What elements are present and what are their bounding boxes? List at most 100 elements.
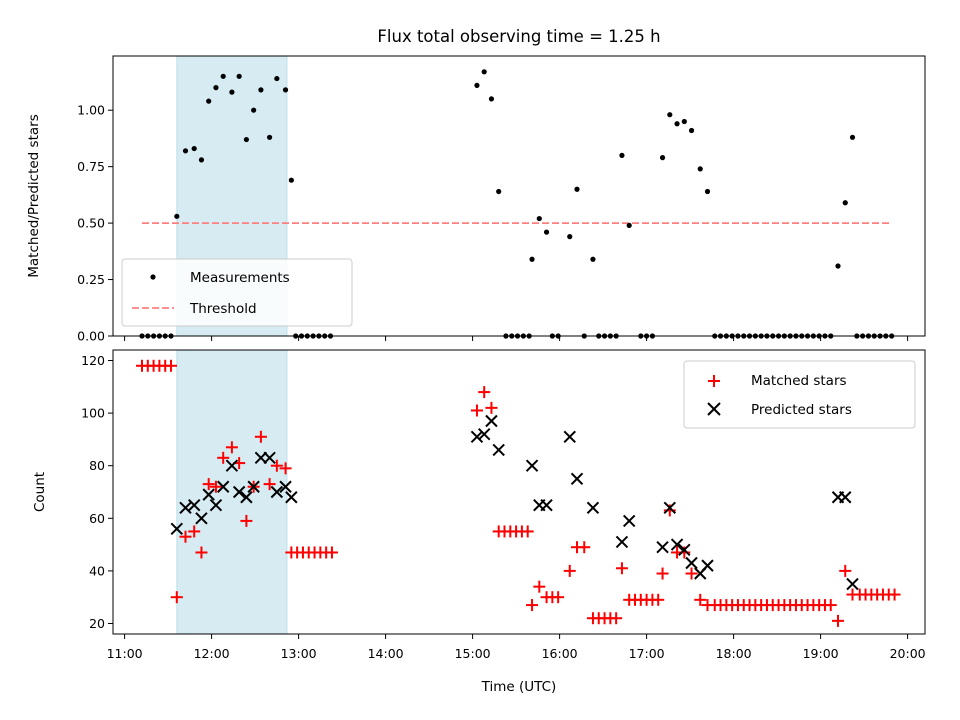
top-plot-frame — [112, 55, 926, 337]
predicted-point-b — [670, 538, 684, 551]
predicted-point — [470, 430, 484, 443]
matched-point — [578, 541, 591, 554]
matched-point — [263, 478, 276, 491]
predicted-point-b — [492, 443, 505, 457]
legend-measurements-marker — [150, 274, 156, 280]
predicted-point — [663, 501, 677, 514]
measurement-point — [674, 121, 680, 127]
predicted-point-b — [187, 498, 201, 512]
measurement-point — [288, 177, 294, 183]
measurement-point — [567, 234, 573, 240]
chart-title: Flux total observing time = 1.25 h — [377, 27, 660, 46]
matched-point — [610, 612, 623, 625]
measurement-point — [835, 263, 841, 269]
predicted-point — [232, 485, 246, 499]
x-tick-label: 12:00 — [194, 646, 230, 661]
predicted-point — [846, 577, 859, 591]
x-tick-label: 18:00 — [716, 646, 752, 661]
predicted-point — [570, 472, 584, 486]
bottom-panel: 20 40 60 80 100 120 11:00 12:00 13:00 14:00 15:00… — [32, 349, 926, 695]
matched-point — [685, 567, 698, 580]
matched-point — [325, 546, 338, 559]
predicted-point — [701, 559, 714, 572]
y-tick-label: 20 — [89, 616, 105, 631]
predicted-point-b — [622, 514, 636, 528]
bottom-y-axis-label: Count — [32, 472, 48, 512]
matched-point — [832, 614, 844, 627]
predicted-point — [540, 498, 553, 512]
measurement-point — [198, 157, 205, 163]
predicted-point-b — [525, 459, 539, 472]
measurement-point — [229, 89, 235, 95]
predicted-point-b — [586, 501, 600, 514]
predicted-point — [202, 488, 215, 501]
x-tick-label: 11:00 — [107, 646, 143, 661]
predicted-point-b — [678, 543, 691, 557]
predicted-point-b — [195, 512, 208, 525]
predicted-point — [209, 498, 223, 512]
measurement-point — [667, 112, 673, 118]
predicted-point-b — [685, 556, 698, 570]
predicted-point — [187, 498, 201, 512]
predicted-point — [678, 543, 691, 557]
predicted-point-b — [656, 541, 669, 554]
matched-point — [165, 359, 177, 372]
matched-point — [563, 564, 576, 577]
matched-point — [521, 525, 534, 538]
measurement-point — [697, 166, 703, 172]
predicted-point-b — [202, 488, 215, 501]
predicted-point-b — [570, 472, 584, 486]
predicted-point-b — [540, 498, 553, 512]
matched-point — [188, 525, 201, 538]
measurement-point — [481, 69, 487, 75]
predicted-point — [477, 427, 491, 441]
matched-point — [217, 451, 230, 464]
y-tick-label: 80 — [89, 458, 105, 473]
predicted-point-b — [663, 501, 677, 514]
measurement-point — [626, 222, 632, 228]
x-tick-label: 14:00 — [368, 646, 404, 661]
predicted-point — [656, 541, 669, 554]
matched-point — [240, 514, 253, 527]
predicted-point — [485, 414, 498, 428]
x-tick-label: 13:00 — [281, 646, 317, 661]
matched-point — [225, 441, 238, 454]
measurement-point — [849, 134, 856, 140]
matched-point — [179, 530, 192, 543]
matched-point — [270, 459, 283, 472]
measurement-point — [704, 188, 711, 195]
predicted-point-b — [285, 491, 298, 504]
matched-point — [615, 562, 628, 575]
matched-point — [824, 599, 837, 612]
y-tick-label: 100 — [81, 406, 105, 421]
matched-point — [839, 564, 852, 577]
y-tick-label: 0.00 — [77, 329, 105, 344]
bottom-plot-frame — [112, 349, 926, 635]
x-axis-label: Time (UTC) — [481, 679, 557, 695]
predicted-point — [216, 480, 230, 493]
x-tick-label: 20:00 — [890, 646, 926, 661]
predicted-point — [586, 501, 600, 514]
legend-measurements-label: Measurements — [190, 270, 290, 286]
predicted-point — [839, 491, 852, 504]
predicted-point — [685, 556, 698, 570]
bottom-xticks: 11:00 12:00 13:00 14:00 15:00 16:00 17:00 18:00… — [107, 634, 926, 661]
matched-point — [470, 404, 483, 417]
x-tick-label: 17:00 — [629, 646, 665, 661]
measurement-point — [213, 85, 219, 91]
measurement-point — [590, 256, 596, 262]
measurement-point — [842, 200, 848, 206]
y-tick-label: 120 — [81, 353, 105, 368]
predicted-point — [195, 512, 208, 525]
matched-point — [478, 386, 491, 399]
bottom-shaded-span — [176, 349, 288, 635]
measurement-points — [139, 69, 895, 339]
matched-point — [254, 430, 267, 443]
predicted-point-b — [225, 459, 239, 472]
matched-point — [552, 591, 565, 604]
measurement-point — [236, 73, 242, 79]
measurement-point — [574, 186, 580, 192]
legend-predicted-label: Predicted stars — [751, 402, 852, 418]
measurement-point — [243, 136, 249, 143]
